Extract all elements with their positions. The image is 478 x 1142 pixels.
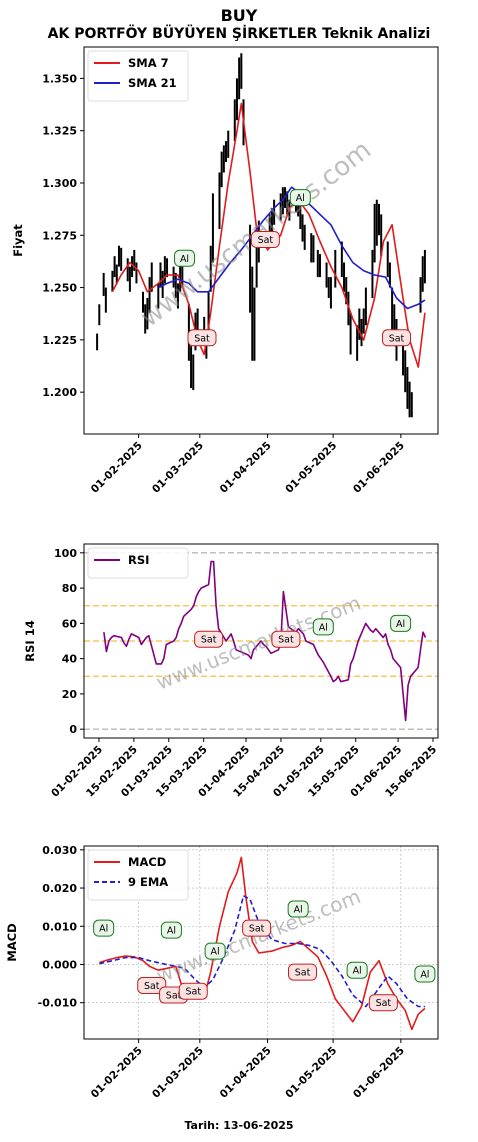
signal-al: Al [346, 961, 368, 979]
y-tick-label: 0.010 [42, 920, 77, 933]
signal-sat: Sat [368, 994, 398, 1012]
signal-label: Al [99, 924, 108, 935]
rsi-chart: www.uscmarkets.com02040608010001-02-2025… [23, 543, 439, 800]
signal-label: Sat [376, 998, 392, 1009]
x-tick-label: 01-04-2025 [218, 1045, 274, 1101]
signal-al: Al [160, 921, 182, 939]
macd-chart: www.uscmarkets.com-0.0100.0000.0100.0200… [5, 844, 439, 1101]
legend-label: SMA 7 [128, 56, 169, 70]
legend-label: SMA 21 [128, 76, 177, 90]
axes-frame [83, 543, 439, 739]
legend-label: 9 EMA [128, 875, 168, 889]
legend-label: MACD [128, 855, 166, 869]
y-tick-label: -0.010 [38, 997, 78, 1010]
x-tick-label: 01-03-2025 [150, 440, 206, 496]
figure-subtitle: AK PORTFÖY BÜYÜYEN ŞİRKETLER Teknik Anal… [47, 26, 431, 42]
y-tick-label: 0 [69, 723, 77, 736]
legend: MACD 9 EMA [87, 849, 189, 901]
signal-label: Sat [258, 235, 274, 246]
signal-label: Sat [278, 635, 294, 646]
signal-sat: Sat [381, 329, 411, 347]
legend-label: RSI [128, 553, 149, 567]
signal-sat: Sat [250, 230, 280, 248]
x-tick-label: 01-04-2025 [218, 440, 274, 496]
signal-sat: Sat [194, 630, 224, 648]
y-tick-label: 0.020 [42, 882, 77, 895]
signal-al: Al [287, 900, 309, 918]
signal-label: Sat [201, 635, 217, 646]
legend: SMA 7 SMA 21 [87, 50, 189, 102]
signal-sat: Sat [242, 919, 272, 937]
signal-al: Al [174, 249, 196, 267]
plot-area [103, 560, 427, 722]
signal-label: Sat [389, 333, 405, 344]
x-tick-label: 01-06-2025 [351, 1045, 407, 1101]
signal-label: Sat [249, 924, 265, 935]
axes-frame [83, 46, 439, 435]
series-line-0 [99, 856, 426, 1031]
signal-label: Sat [194, 333, 210, 344]
signal-label: Sat [166, 991, 182, 1002]
y-tick-label: 1.325 [42, 125, 77, 138]
signal-sat: Sat [271, 630, 301, 648]
signal-label: Al [353, 966, 362, 977]
axes-frame [83, 845, 439, 1040]
signal-label: Al [420, 970, 429, 981]
price-chart: www.uscmarkets.com1.2001.2251.2501.2751.… [11, 46, 439, 496]
signal-label: Al [319, 622, 328, 633]
y-tick-label: 100 [54, 547, 77, 560]
series-line-1 [157, 186, 426, 310]
x-tick-label: 01-03-2025 [150, 1045, 206, 1101]
signal-al: Al [204, 942, 226, 960]
x-tick-label: 01-05-2025 [283, 1045, 339, 1101]
signal-sat: Sat [187, 329, 217, 347]
signal-label: Sat [144, 981, 160, 992]
x-tick-label: 01-02-2025 [89, 440, 145, 496]
legend: RSI [87, 547, 189, 579]
signal-label: Sat [295, 968, 311, 979]
y-tick-label: 20 [62, 688, 78, 701]
signal-al: Al [390, 614, 412, 632]
signal-sat: Sat [178, 982, 208, 1000]
y-tick-label: 1.250 [42, 282, 77, 295]
y-axis-label: MACD [5, 923, 19, 961]
signal-label: Sat [185, 987, 201, 998]
signal-al: Al [289, 189, 311, 207]
date-footer: Tarih: 13-06-2025 [184, 1119, 294, 1132]
signal-label: Al [396, 619, 405, 630]
y-tick-label: 80 [62, 582, 78, 595]
x-tick-label: 01-02-2025 [89, 1045, 145, 1101]
y-tick-label: 0.030 [42, 844, 77, 857]
y-tick-label: 1.350 [42, 72, 77, 85]
y-tick-label: 60 [62, 617, 78, 630]
signal-label: Al [167, 926, 176, 937]
y-tick-label: 40 [62, 653, 78, 666]
y-axis-label: RSI 14 [23, 620, 37, 661]
signal-al: Al [93, 919, 115, 937]
figure-title: BUY [220, 6, 258, 25]
signal-label: Al [296, 193, 305, 204]
signal-al: Al [414, 965, 436, 983]
x-tick-label: 01-05-2025 [283, 440, 339, 496]
y-tick-label: 1.275 [42, 229, 77, 242]
x-tick-label: 01-06-2025 [351, 440, 407, 496]
y-tick-label: 1.200 [42, 386, 77, 399]
signal-sat: Sat [137, 976, 167, 994]
signal-sat: Sat [288, 963, 318, 981]
series-line-0 [103, 560, 427, 722]
signal-al: Al [312, 618, 334, 636]
signal-label: Al [180, 254, 189, 265]
signal-label: Al [294, 905, 303, 916]
signal-label: Al [211, 947, 220, 958]
y-tick-label: 1.300 [42, 177, 77, 190]
y-tick-label: 0.000 [42, 958, 77, 971]
y-tick-label: 1.225 [42, 334, 77, 347]
y-axis-label: Fiyat [11, 224, 25, 257]
